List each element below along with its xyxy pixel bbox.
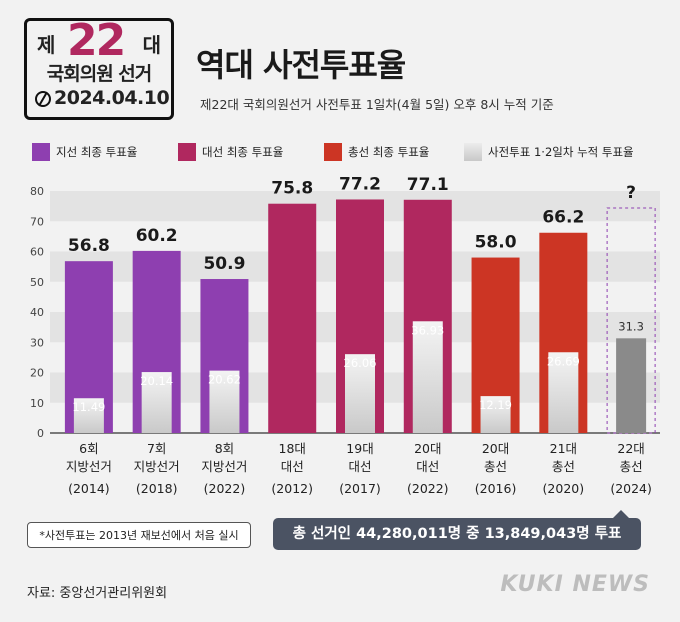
legend-swatch	[324, 143, 342, 161]
x-tick-label: 21대	[550, 441, 577, 456]
x-tick-label: 20대	[482, 441, 509, 456]
early-turnout-label: 12.19	[479, 398, 512, 412]
logo-election-name: 국회의원 선거	[46, 63, 153, 85]
legend-swatch	[32, 143, 50, 161]
early-turnout-bar	[141, 372, 172, 433]
legend-label: 총선 최종 투표율	[348, 145, 430, 159]
y-tick-label: 30	[30, 336, 44, 349]
final-turnout-label: 77.2	[339, 174, 381, 194]
final-turnout-label: 50.9	[203, 254, 245, 274]
early-turnout-bar	[412, 321, 443, 433]
early-turnout-label: 26.69	[547, 354, 580, 368]
page-title: 역대 사전투표율	[196, 46, 406, 84]
early-turnout-bar	[480, 396, 511, 433]
early-turnout-label: 31.3	[618, 319, 644, 333]
source: 자료: 중앙선거관리위원회	[27, 586, 168, 601]
early-turnout-label: 20.14	[140, 374, 173, 388]
legend-item-general: 총선 최종 투표율	[324, 143, 429, 161]
x-tick-label: 대선	[348, 459, 371, 474]
y-tick-label: 70	[30, 215, 44, 228]
x-tick-label: 대선	[416, 459, 439, 474]
legend-item-early-voting: 사전투표 1·2일차 누적 투표율	[464, 143, 634, 161]
final-turnout-label: 66.2	[542, 208, 584, 228]
logo-number: 22	[67, 15, 126, 66]
page-subtitle: 제22대 국회의원선거 사전투표 1일차(4월 5일) 오후 8시 누적 기준	[200, 97, 554, 112]
legend-swatch	[464, 143, 482, 161]
pending-final-turnout-bar	[606, 207, 656, 434]
x-tick-year: (2022)	[407, 481, 449, 496]
final-turnout-label: ?	[626, 183, 636, 203]
logo-dae: 대	[142, 33, 161, 57]
brand-logo: KUKI NEWS	[500, 572, 650, 597]
x-tick-label: 지방선거	[201, 459, 247, 474]
final-turnout-bar	[268, 203, 317, 433]
x-tick-label: 지방선거	[66, 459, 112, 474]
final-turnout-label: 56.8	[68, 236, 110, 256]
early-turnout-label: 36.93	[411, 323, 444, 337]
x-tick-year: (2024)	[610, 481, 652, 496]
logo-date: 2024.04.10	[35, 87, 170, 109]
x-tick-year: (2017)	[339, 481, 381, 496]
legend-item-presidential: 대선 최종 투표율	[178, 143, 283, 161]
early-turnout-label: 20.62	[208, 373, 241, 387]
x-tick-year: (2022)	[204, 481, 246, 496]
y-tick-label: 40	[30, 306, 44, 319]
x-tick-label: 대선	[281, 459, 304, 474]
final-turnout-label: 60.2	[136, 226, 178, 246]
logo-je: 제	[37, 33, 56, 57]
x-tick-year: (2018)	[136, 481, 178, 496]
y-tick-label: 50	[30, 276, 44, 289]
footnote: *사전투표는 2013년 재보선에서 처음 실시	[27, 522, 251, 548]
x-tick-label: 총선	[620, 459, 643, 474]
x-tick-label: 18대	[279, 441, 306, 456]
legend-item-local: 지선 최종 투표율	[32, 143, 137, 161]
early-turnout-bar	[616, 338, 647, 433]
y-tick-label: 60	[30, 246, 44, 259]
x-tick-label: 지방선거	[134, 459, 180, 474]
early-turnout-label: 11.49	[72, 400, 105, 414]
y-tick-label: 10	[30, 397, 44, 410]
x-tick-year: (2012)	[271, 481, 313, 496]
legend: 지선 최종 투표율 대선 최종 투표율 총선 최종 투표율 사전투표 1·2일차…	[32, 143, 672, 163]
ballot-mark-icon	[35, 91, 51, 107]
election-logo: 제 22 대 국회의원 선거 2024.04.10	[24, 15, 174, 120]
turnout-bar-chart: 0 10 20 30 40 50 60 70 80 56.8 11.49 60.2 20.14 50.9…	[30, 174, 660, 496]
early-turnout-bar	[209, 370, 240, 433]
final-turnout-label: 58.0	[475, 233, 517, 253]
total-voters-callout: 총 선거인 44,280,011명 중 13,849,043명 투표	[273, 510, 641, 550]
early-turnout-label: 26.06	[344, 356, 377, 370]
logo-date-text: 2024.04.10	[54, 87, 170, 109]
legend-swatch	[178, 143, 196, 161]
x-tick-label: 8회	[215, 441, 234, 456]
x-tick-year: (2016)	[475, 481, 517, 496]
early-turnout-bar	[345, 354, 375, 433]
legend-label: 지선 최종 투표율	[56, 145, 138, 159]
x-tick-year: (2014)	[68, 481, 110, 496]
y-tick-label: 0	[37, 427, 44, 440]
early-turnout-bar	[548, 352, 579, 433]
x-tick-label: 총선	[552, 459, 575, 474]
early-turnout-bar	[73, 398, 104, 433]
final-turnout-label: 75.8	[271, 179, 313, 199]
legend-label: 대선 최종 투표율	[202, 145, 284, 159]
x-tick-year: (2020)	[543, 481, 585, 496]
x-tick-label: 19대	[346, 441, 373, 456]
x-tick-label: 6회	[79, 441, 98, 456]
x-tick-label: 총선	[484, 459, 507, 474]
x-tick-label: 22대	[617, 441, 644, 456]
y-tick-label: 20	[30, 367, 44, 380]
legend-label: 사전투표 1·2일차 누적 투표율	[488, 145, 634, 159]
x-tick-label: 20대	[414, 441, 441, 456]
x-tick-label: 7회	[147, 441, 166, 456]
final-turnout-label: 77.1	[407, 175, 449, 195]
y-tick-label: 80	[30, 185, 44, 198]
